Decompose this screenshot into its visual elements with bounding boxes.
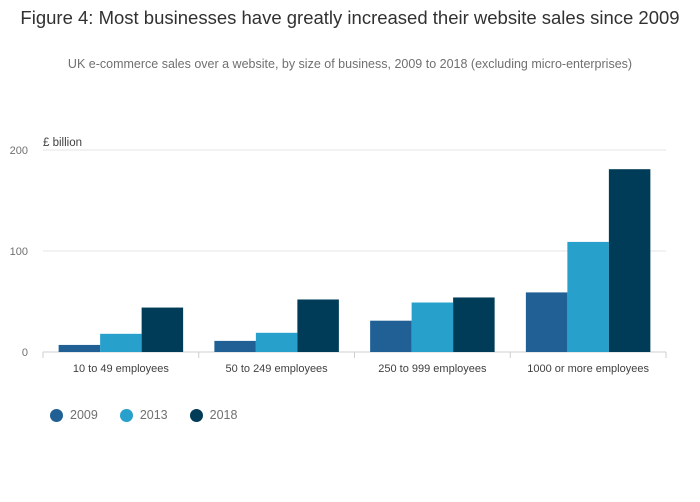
bar-2018-1[interactable] <box>141 307 184 352</box>
bar-chart: 0 100 200 £ billion 10 to 49 employees 50 to… <box>10 137 667 375</box>
legend-item-2013[interactable]: 2013 <box>119 408 168 422</box>
y-tick-label: 100 <box>10 246 28 258</box>
y-tick-label: 0 <box>22 347 28 359</box>
bar-2009-1[interactable] <box>58 344 101 352</box>
legend-swatch <box>119 408 133 422</box>
legend-label: 2013 <box>139 408 168 422</box>
bar-2013-4[interactable] <box>567 241 609 352</box>
legend-swatch <box>189 408 203 422</box>
bar-2018-4[interactable] <box>608 169 651 352</box>
legend-swatch <box>50 408 63 422</box>
y-axis-label: £ billion <box>43 137 82 149</box>
chart-legend: 2009 2013 2018 <box>50 408 237 422</box>
x-tick-label: 250 to 999 employees <box>378 363 487 375</box>
legend-item-2009[interactable]: 2009 <box>50 408 98 422</box>
bar-2013-1[interactable] <box>100 333 142 352</box>
chart-subtitle: UK e-commerce sales over a website, by s… <box>67 57 633 71</box>
x-tick-label: 1000 or more employees <box>527 363 649 375</box>
bar-2009-3[interactable] <box>370 320 412 352</box>
bar-2013-3[interactable] <box>411 302 454 352</box>
bar-2009-2[interactable] <box>214 340 256 352</box>
legend-label: 2018 <box>209 408 238 422</box>
bar-2013-2[interactable] <box>255 332 298 352</box>
legend-label: 2009 <box>70 408 98 422</box>
bar-2018-3[interactable] <box>453 297 495 352</box>
bar-2018-2[interactable] <box>297 299 339 352</box>
bar-2009-4[interactable] <box>525 292 568 352</box>
x-tick-label: 10 to 49 employees <box>73 363 170 375</box>
legend-item-2018[interactable]: 2018 <box>189 408 238 422</box>
chart-title: Figure 4: Most businesses have greatly i… <box>20 7 680 28</box>
x-tick-label: 50 to 249 employees <box>226 363 329 375</box>
y-tick-label: 200 <box>10 145 28 157</box>
